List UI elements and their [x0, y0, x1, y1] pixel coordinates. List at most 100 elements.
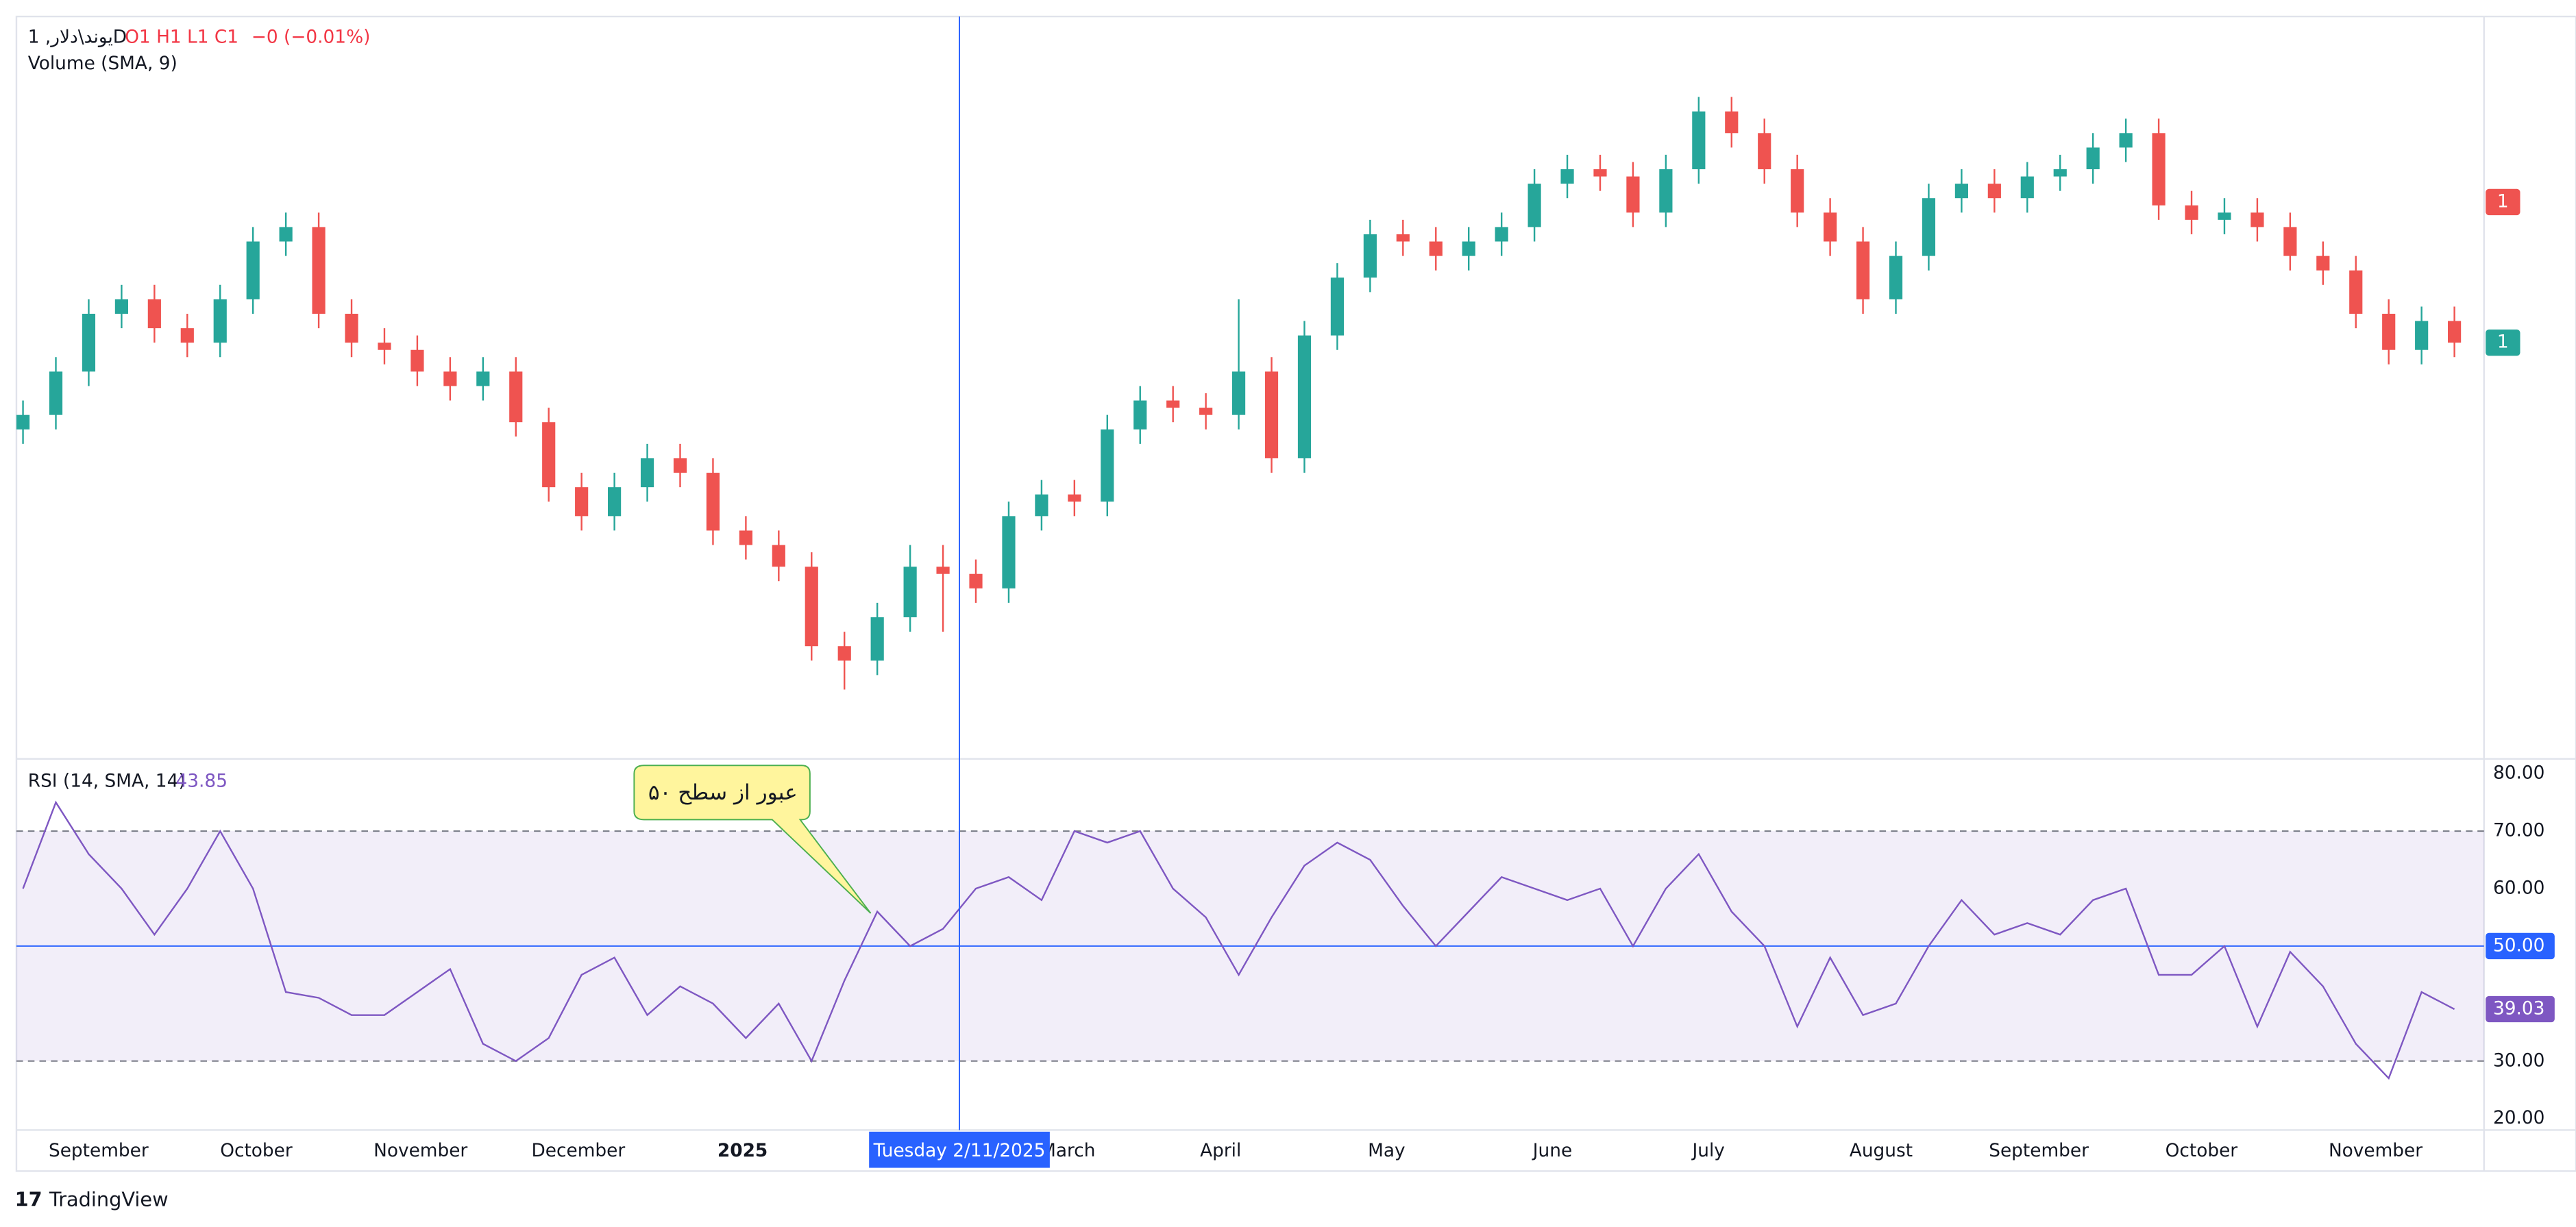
candle-body	[2316, 256, 2330, 271]
candle-body	[575, 487, 589, 517]
candle-body	[345, 313, 358, 343]
candle-body	[1922, 198, 1936, 256]
candle-body	[1495, 227, 1508, 242]
candle-body	[1824, 212, 1837, 242]
candle-body	[1002, 516, 1016, 588]
time-axis: September October November December 2025 Marc…	[49, 1141, 2422, 1161]
rsi-last-badge-bg	[2486, 995, 2555, 1023]
candle-body	[1133, 400, 1147, 430]
candle-body	[2349, 270, 2363, 314]
candle-body	[1068, 494, 1081, 502]
candle-body	[1166, 400, 1180, 408]
candle-body	[2185, 205, 2198, 220]
candle-body	[837, 646, 851, 661]
midline-badge-bg	[2486, 932, 2555, 960]
candle-body	[1593, 169, 1607, 177]
annotation-text: عبور از سطح ۵۰	[648, 780, 798, 805]
candle-body	[1101, 429, 1114, 502]
ohlc: O1 H1 L1 C1	[125, 27, 238, 48]
candle-body	[1363, 234, 1377, 278]
candle-body	[1725, 111, 1739, 134]
crosshair-label: Tuesday 2/11/2025	[873, 1141, 1046, 1161]
candle-body	[1758, 133, 1771, 170]
candle-body	[542, 422, 556, 488]
candle-body	[936, 567, 950, 574]
candle-body	[1396, 234, 1410, 242]
candle-body	[1659, 169, 1673, 213]
candle-body	[903, 567, 917, 618]
rsi: 50.00 39.03	[22, 800, 2555, 1080]
candle-body	[1889, 256, 1903, 299]
candle-body	[2382, 313, 2396, 350]
candle-body	[279, 227, 293, 242]
frame	[15, 15, 2576, 1172]
price-badge: 1	[2497, 332, 2509, 353]
crosshair-badge	[869, 1131, 1050, 1168]
y-tick-label: 60.00	[2493, 878, 2544, 899]
branding: TradingView	[49, 1188, 169, 1211]
rsi-legend: RSI (14, SMA, 14)	[28, 771, 186, 792]
candle-body	[1264, 371, 1279, 458]
candle-body	[706, 473, 720, 531]
candle-body	[147, 299, 161, 329]
rsi-pane: 80.00 70.00 60.00 30.00 20.00	[16, 763, 2544, 1128]
candle-body	[805, 567, 818, 647]
candle-body	[673, 458, 687, 473]
rsi-last-badge: 39.03	[2493, 999, 2544, 1019]
y-tick-label: 80.00	[2493, 763, 2544, 784]
rsi-line	[22, 800, 2455, 1080]
candle-body	[180, 328, 194, 343]
candle-body	[608, 487, 622, 517]
price-badge-bg	[2486, 188, 2520, 216]
candle-body	[1429, 241, 1443, 256]
x-tick-label: November	[2329, 1141, 2422, 1161]
x-tick-label: July	[1691, 1141, 1725, 1161]
x-tick-label: August	[1850, 1141, 1913, 1161]
annotation: عبور از سطح ۵۰	[633, 765, 872, 914]
logo: 17	[15, 1188, 42, 1211]
price-badge-bg	[2486, 330, 2520, 356]
candle-body	[114, 299, 128, 314]
x-tick-label: April	[1200, 1141, 1241, 1161]
candle-body	[213, 299, 227, 343]
candle-body	[16, 414, 30, 430]
candle-body	[2020, 176, 2034, 199]
candle-body	[2250, 212, 2264, 227]
volume-legend: Volume (SMA, 9)	[28, 53, 177, 74]
y-tick-label: 70.00	[2493, 821, 2544, 841]
candle-body	[2218, 212, 2231, 220]
candle-body	[410, 349, 424, 372]
candle-body	[82, 313, 96, 372]
candle-body	[1231, 371, 1246, 415]
x-tick-label: September	[1989, 1141, 2089, 1161]
change: −0 (−0.01%)	[252, 27, 371, 48]
candle-body	[1297, 335, 1312, 458]
x-tick-label: September	[49, 1141, 149, 1161]
candle-body	[509, 371, 523, 423]
candle-body	[1626, 176, 1640, 213]
candle-body	[443, 371, 457, 386]
candle-body	[1954, 184, 1968, 199]
candles: 11	[16, 97, 2520, 690]
candle-body	[2448, 321, 2462, 343]
candle-body	[1528, 184, 1541, 227]
x-tick-label: November	[373, 1141, 467, 1161]
midline-badge: 50.00	[2493, 935, 2544, 956]
y-tick-label: 30.00	[2493, 1050, 2544, 1071]
candle-body	[2415, 321, 2429, 350]
candle-body	[2283, 227, 2297, 256]
candle-body	[312, 227, 326, 314]
candle-body	[1987, 184, 2001, 199]
callout	[633, 765, 872, 914]
candle-body	[476, 371, 490, 386]
candle-body	[870, 617, 884, 661]
price-badge: 1	[2497, 191, 2509, 212]
symbol: یوند\دلار, 1D	[28, 27, 127, 48]
candle-body	[1791, 169, 1804, 213]
candle-body	[1199, 408, 1213, 415]
rsi-value: 43.85	[176, 771, 228, 792]
candle-body	[49, 371, 63, 415]
candle-body	[1035, 494, 1048, 517]
